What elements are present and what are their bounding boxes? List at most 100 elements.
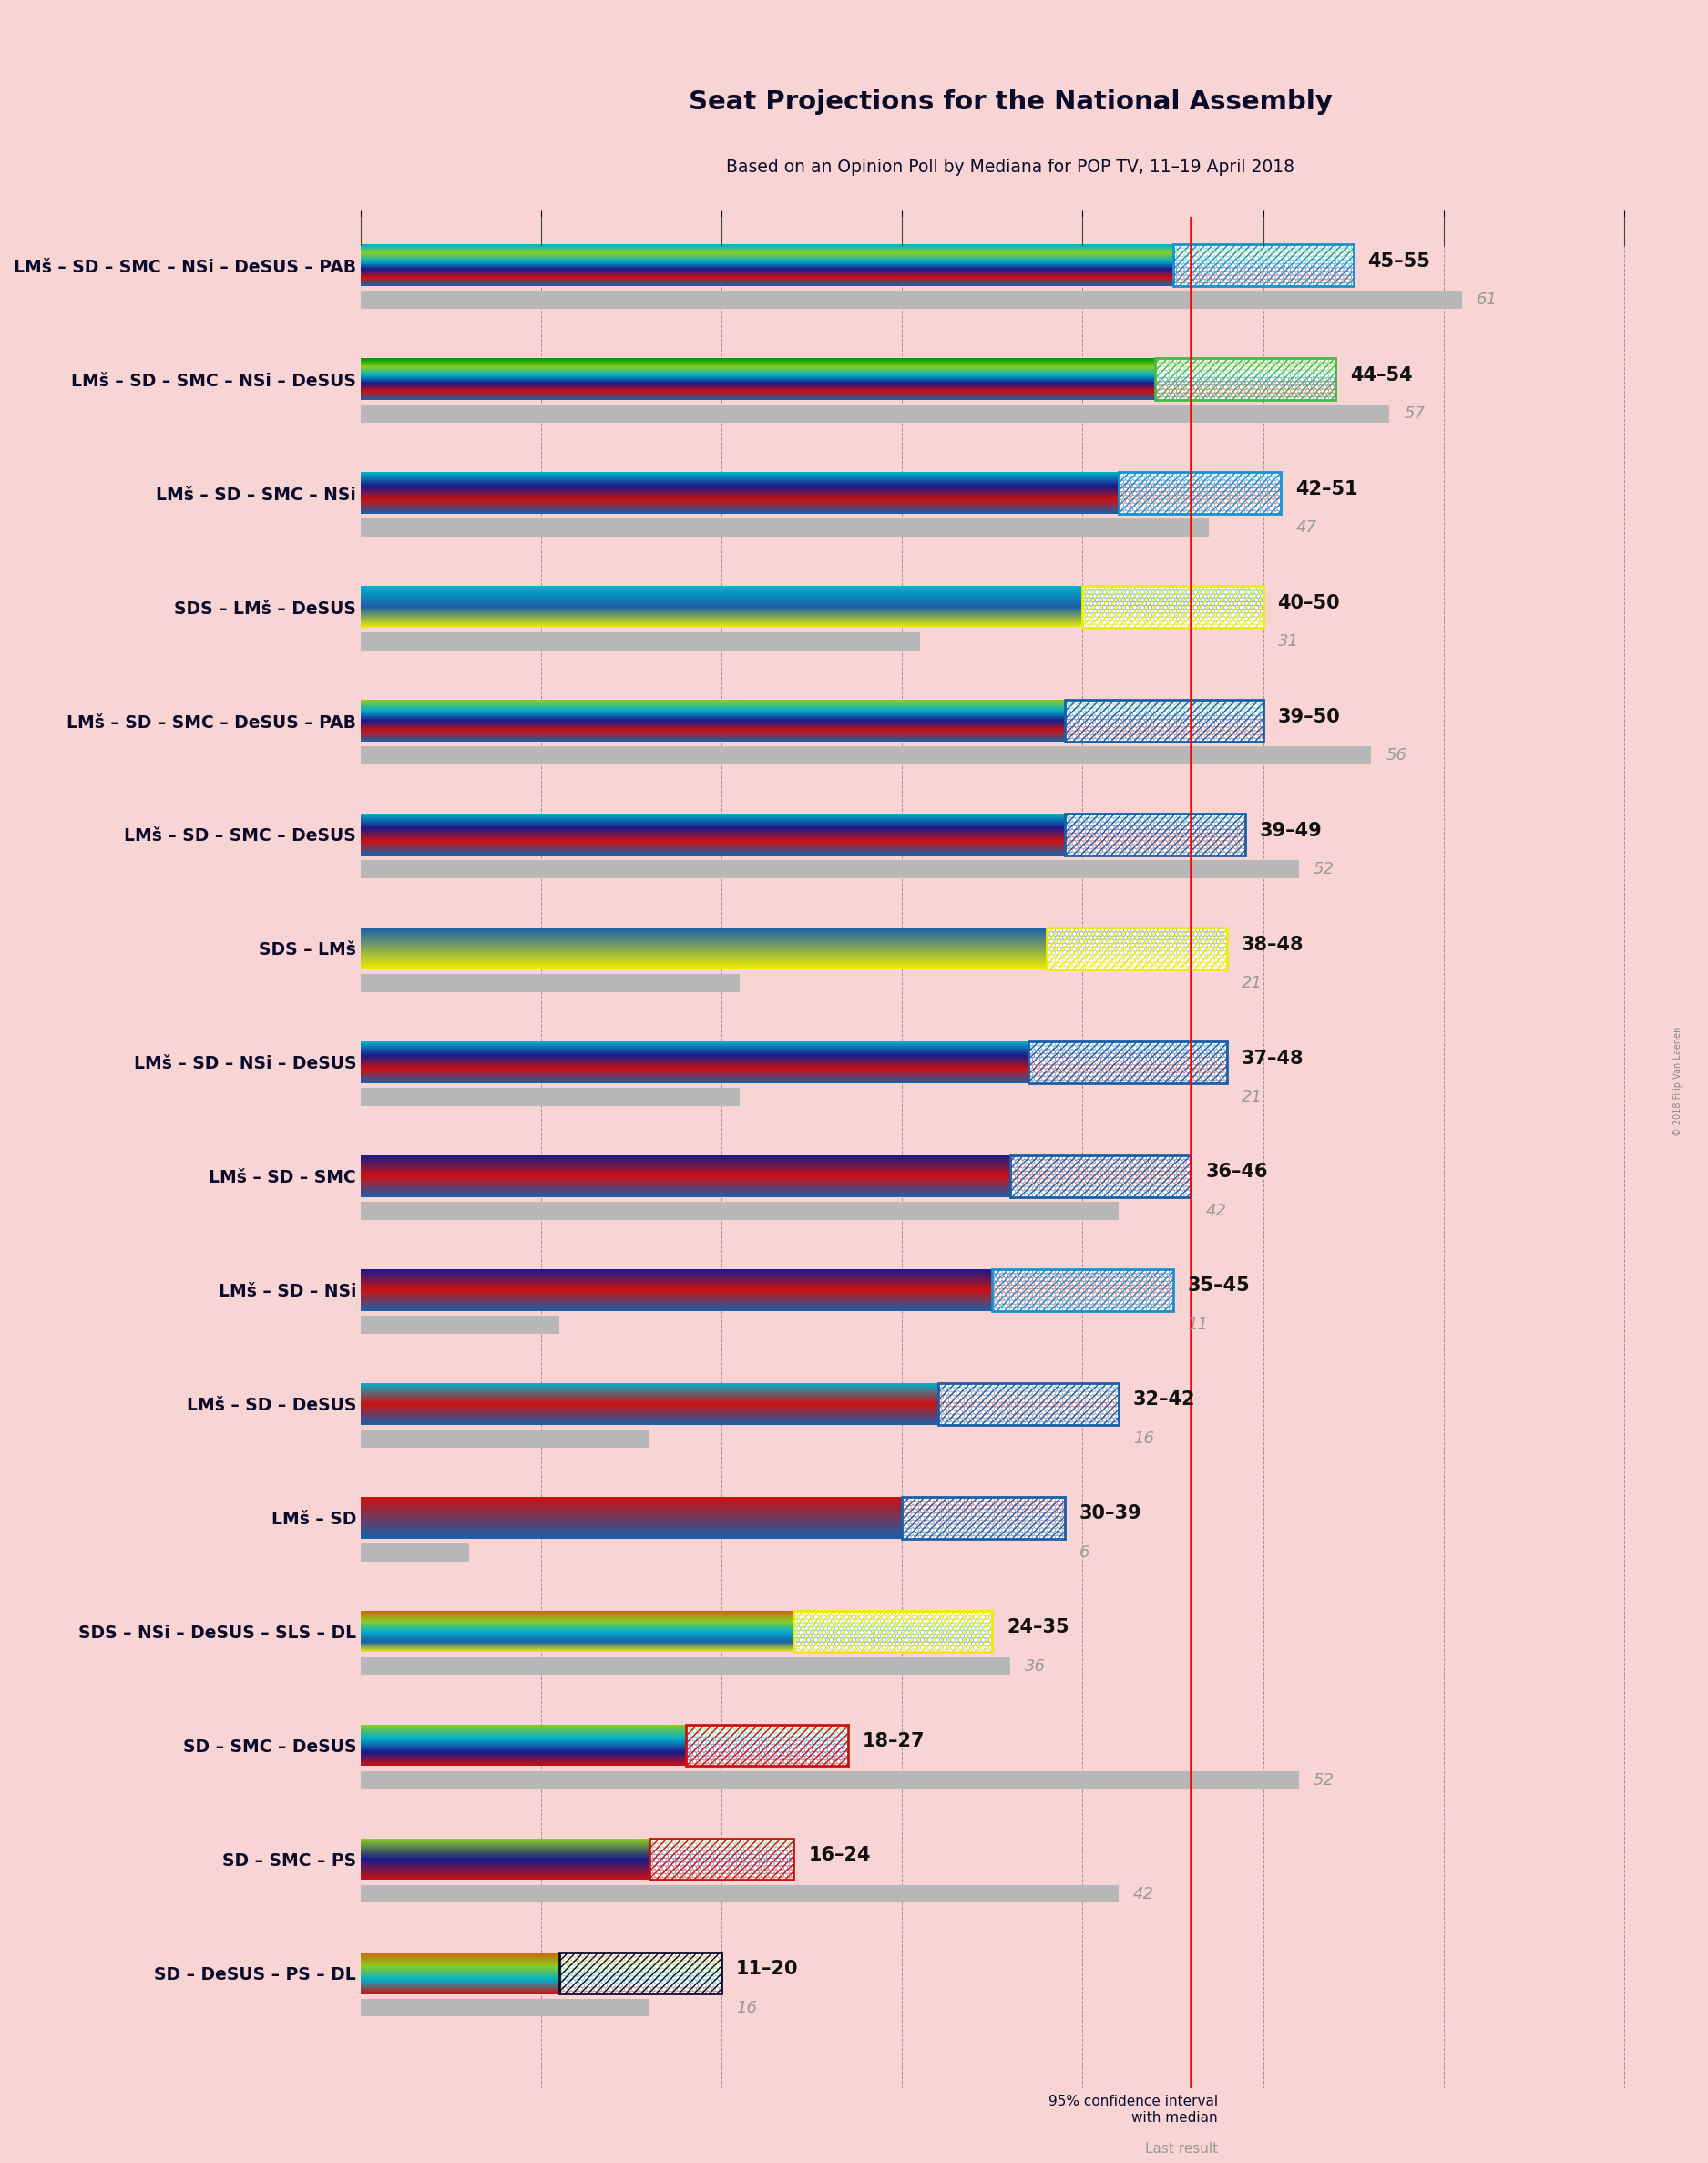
Bar (360, 1544, 470, 1562)
Bar (1083, 586, 1264, 627)
Bar (1226, 2139, 1327, 2159)
Bar (1011, 1155, 1190, 1196)
Bar (559, 1953, 722, 1994)
Bar (685, 1724, 847, 1767)
Text: 6: 6 (1079, 1544, 1090, 1560)
Bar (1119, 472, 1281, 515)
Bar (1028, 1040, 1226, 1084)
Bar (1047, 928, 1226, 969)
Bar (794, 1611, 992, 1653)
Bar (360, 1088, 740, 1105)
Text: Based on an Opinion Poll by Mediana for POP TV, 11–19 April 2018: Based on an Opinion Poll by Mediana for … (726, 158, 1295, 175)
Bar (1083, 586, 1264, 627)
Text: 56: 56 (1385, 746, 1407, 764)
Text: 57: 57 (1404, 407, 1424, 422)
Bar (938, 1382, 1119, 1425)
Text: 52: 52 (1313, 861, 1334, 878)
Bar (938, 1382, 1119, 1425)
Text: 21: 21 (1242, 1088, 1262, 1105)
Bar (360, 973, 740, 993)
Text: 36–46: 36–46 (1206, 1164, 1267, 1181)
Text: 30–39: 30–39 (1079, 1505, 1141, 1523)
Bar (1083, 586, 1264, 627)
Text: 11: 11 (1187, 1317, 1208, 1332)
Text: 44–54: 44–54 (1349, 366, 1413, 385)
Bar (685, 1724, 847, 1767)
Text: 37–48: 37–48 (1242, 1049, 1303, 1066)
Text: 31: 31 (1278, 634, 1298, 649)
Bar (992, 1270, 1173, 1311)
Bar (559, 1953, 722, 1994)
Bar (559, 1953, 722, 1994)
Text: © 2018 Filip Van Laenen: © 2018 Filip Van Laenen (1674, 1027, 1682, 1136)
Text: 40–50: 40–50 (1278, 595, 1341, 612)
Text: 32–42: 32–42 (1132, 1391, 1196, 1408)
Bar (1028, 1040, 1226, 1084)
Bar (360, 861, 1300, 878)
Bar (1155, 359, 1336, 400)
Bar (1173, 244, 1353, 286)
Text: 52: 52 (1313, 1771, 1334, 1789)
Bar (992, 1270, 1173, 1311)
Bar (1064, 813, 1245, 854)
Text: 95% confidence interval
with median: 95% confidence interval with median (1049, 2096, 1218, 2124)
Text: 35–45: 35–45 (1187, 1276, 1250, 1296)
Text: 16: 16 (736, 1999, 757, 2016)
Bar (902, 1497, 1064, 1538)
Text: 18–27: 18–27 (863, 1733, 924, 1750)
Text: 42: 42 (1206, 1203, 1226, 1220)
Bar (1064, 701, 1264, 742)
Bar (794, 1611, 992, 1653)
Bar (1119, 472, 1281, 515)
Bar (1155, 359, 1336, 400)
Bar (360, 292, 1462, 309)
Text: 45–55: 45–55 (1368, 253, 1431, 270)
Bar (360, 1999, 649, 2016)
Text: 39–50: 39–50 (1278, 707, 1341, 727)
Bar (1281, 2092, 1327, 2128)
Bar (559, 1953, 722, 1994)
Text: Seat Projections for the National Assembly: Seat Projections for the National Assemb… (688, 89, 1332, 115)
Bar (1226, 2092, 1327, 2128)
Bar (685, 1724, 847, 1767)
Bar (1064, 701, 1264, 742)
Bar (649, 1839, 794, 1880)
Bar (1155, 359, 1336, 400)
Text: 16: 16 (1132, 1430, 1155, 1447)
Bar (360, 1771, 1300, 1789)
Text: 42: 42 (1132, 1886, 1155, 1901)
Bar (1119, 472, 1281, 515)
Bar (649, 1839, 794, 1880)
Bar (1173, 244, 1353, 286)
Bar (360, 746, 1372, 764)
Text: 42–51: 42–51 (1296, 480, 1358, 497)
Bar (1119, 472, 1281, 515)
Bar (938, 1382, 1119, 1425)
Bar (1011, 1155, 1190, 1196)
Bar (992, 1270, 1173, 1311)
Bar (1173, 244, 1353, 286)
Bar (1155, 359, 1336, 400)
Bar (1064, 701, 1264, 742)
Bar (938, 1382, 1119, 1425)
Bar (794, 1611, 992, 1653)
Bar (1064, 813, 1245, 854)
Bar (360, 1430, 649, 1447)
Bar (1011, 1155, 1190, 1196)
Bar (902, 1497, 1064, 1538)
Bar (1011, 1155, 1190, 1196)
Bar (360, 519, 1209, 536)
Bar (649, 1839, 794, 1880)
Bar (360, 1884, 1119, 1903)
Bar (1028, 1040, 1226, 1084)
Bar (902, 1497, 1064, 1538)
Bar (1047, 928, 1226, 969)
Bar (794, 1611, 992, 1653)
Bar (1064, 813, 1245, 854)
Bar (1064, 813, 1245, 854)
Bar (685, 1724, 847, 1767)
Bar (360, 1203, 1119, 1220)
Text: 21: 21 (1242, 976, 1262, 991)
Text: 16–24: 16–24 (808, 1847, 871, 1865)
Bar (1083, 586, 1264, 627)
